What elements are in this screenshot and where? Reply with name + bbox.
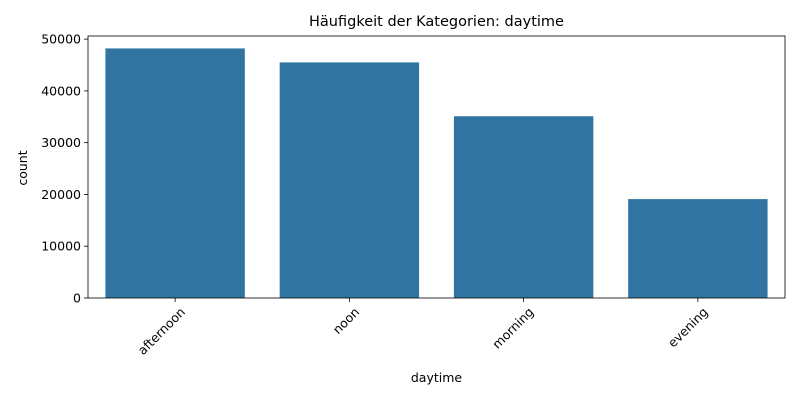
x-tick-label-morning: morning: [489, 304, 536, 351]
y-tick-label-40000: 40000: [41, 83, 81, 98]
y-tick-label-0: 0: [73, 291, 81, 306]
y-tick-label-20000: 20000: [41, 187, 81, 202]
bar-noon: [279, 62, 420, 298]
chart-title: Häufigkeit der Kategorien: daytime: [309, 14, 564, 30]
y-axis-label: count: [15, 150, 30, 185]
bar-evening: [628, 199, 768, 298]
y-tick-label-30000: 30000: [41, 135, 81, 150]
x-tick-label-evening: evening: [665, 304, 711, 350]
bar-afternoon: [105, 48, 245, 298]
x-tick-label-noon: noon: [330, 304, 363, 337]
x-axis-label: daytime: [411, 370, 463, 385]
bar-morning: [453, 116, 594, 298]
plot-frame: [87, 35, 786, 299]
plot-area: afternoon noon morning evening 0 10000 20000 30…: [41, 32, 786, 358]
y-tick-label-10000: 10000: [41, 239, 81, 254]
y-tick-label-50000: 50000: [41, 32, 81, 47]
x-tick-label-afternoon: afternoon: [135, 304, 188, 357]
